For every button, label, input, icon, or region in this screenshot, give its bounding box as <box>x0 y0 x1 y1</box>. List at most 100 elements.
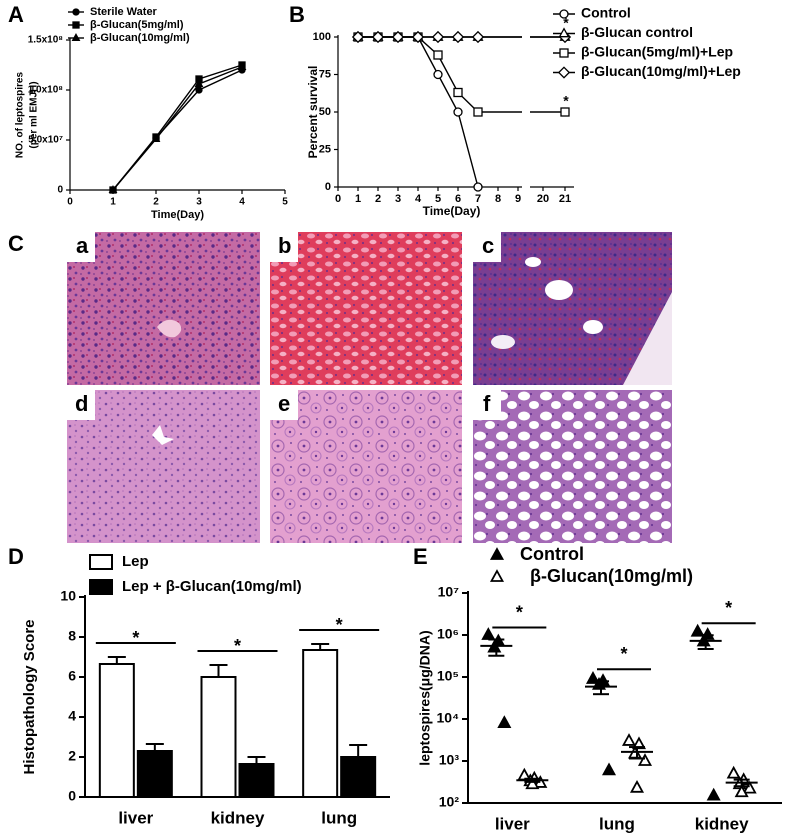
x-tick-label: 4 <box>239 197 245 208</box>
y-tick-label: 10⁶ <box>437 626 459 642</box>
marker <box>690 623 705 637</box>
marker <box>151 134 161 143</box>
y-tick-label: 10⁵ <box>437 668 459 684</box>
y-tick-label: 10³ <box>439 752 460 768</box>
y-tick-label: 25 <box>319 143 331 155</box>
image-label: a <box>76 233 89 258</box>
x-tick-label: lung <box>321 808 357 827</box>
legend-swatch <box>89 554 113 570</box>
image-label: d <box>75 391 88 416</box>
marker <box>433 69 443 80</box>
series-line <box>112 69 243 191</box>
marker <box>431 30 445 44</box>
marker <box>601 762 617 776</box>
y-tick-label: 10⁴ <box>437 710 460 726</box>
image-label: c <box>482 233 494 258</box>
x-tick-label: 2 <box>375 193 381 205</box>
bar <box>200 676 237 798</box>
marker <box>489 569 505 582</box>
x-tick-label: 0 <box>335 193 341 205</box>
x-axis-label: Time(Day) <box>151 209 204 221</box>
legend-label: β-Glucan(5mg/ml)+Lep <box>581 44 733 60</box>
marker <box>557 66 571 79</box>
marker <box>72 21 80 29</box>
y-axis-label: (per ml EMJH) <box>29 81 40 148</box>
marker <box>621 733 637 746</box>
marker <box>453 107 463 117</box>
legend-label: β-Glucan(10mg/ml) <box>530 566 693 586</box>
marker <box>72 8 80 16</box>
legend-label: β-Glucan(10mg/ml)+Lep <box>581 63 741 79</box>
panel-label: C <box>8 231 24 256</box>
y-axis-label: leptospires(μg/DNA) <box>417 630 433 765</box>
micrograph: b <box>270 232 462 385</box>
marker <box>195 86 203 94</box>
micrograph: e <box>270 390 462 543</box>
marker <box>71 33 81 42</box>
image-label: b <box>278 233 291 258</box>
legend-label: Lep + β-Glucan(10mg/ml) <box>122 578 302 595</box>
x-tick-label: 1 <box>355 193 361 205</box>
marker <box>473 107 483 117</box>
x-axis-label: Time(Day) <box>423 204 481 218</box>
legend-label: β-Glucan control <box>581 24 693 40</box>
legend-label: Control <box>520 544 584 564</box>
marker <box>391 30 405 44</box>
x-tick-label: kidney <box>695 814 749 833</box>
marker <box>558 27 570 38</box>
annotation: * <box>563 93 569 109</box>
bar <box>340 756 377 798</box>
panel-label: E <box>413 544 428 569</box>
micrograph: d <box>67 390 260 543</box>
marker <box>559 9 569 19</box>
y-tick-label: 1.5x10⁸ <box>28 35 64 46</box>
y-tick-label: 0 <box>57 185 63 196</box>
annotation: * <box>563 15 569 31</box>
x-tick-label: 9 <box>515 193 521 205</box>
x-tick-label: 20 <box>537 193 549 205</box>
x-tick-label: lung <box>599 814 635 833</box>
marker <box>108 185 118 194</box>
marker <box>433 50 443 60</box>
panel-label: D <box>8 544 24 569</box>
x-tick-label: 4 <box>415 193 422 205</box>
marker <box>489 547 505 560</box>
marker <box>411 30 425 44</box>
x-tick-label: 3 <box>196 197 202 208</box>
bar <box>302 649 339 798</box>
x-tick-label: liver <box>118 808 153 827</box>
marker <box>742 780 757 794</box>
micrograph: c <box>473 232 672 385</box>
y-tick-label: 10 <box>60 588 76 604</box>
x-tick-label: 1 <box>110 197 116 208</box>
y-tick-label: 2 <box>68 748 76 764</box>
y-tick-label: 0 <box>68 788 76 804</box>
image-label: e <box>278 391 290 416</box>
x-tick-label: liver <box>495 814 530 833</box>
marker <box>631 736 647 750</box>
marker <box>629 779 645 793</box>
annotation: * <box>234 636 241 656</box>
bar <box>136 750 173 798</box>
micrograph: f <box>473 390 672 543</box>
marker <box>726 765 741 779</box>
x-tick-label: 5 <box>435 193 441 205</box>
y-tick-label: 100 <box>313 31 331 43</box>
bar <box>98 663 135 798</box>
axis-break <box>522 29 530 186</box>
marker <box>525 776 540 790</box>
marker <box>471 30 485 44</box>
y-axis-label: Histopathology Score <box>21 619 38 774</box>
marker <box>734 784 749 798</box>
y-tick-label: 5.0x10⁷ <box>28 135 63 146</box>
marker <box>637 753 653 766</box>
x-tick-label: 8 <box>495 193 501 205</box>
series-line <box>112 64 243 191</box>
x-tick-label: kidney <box>211 808 265 827</box>
legend-label: β-Glucan(10mg/ml) <box>90 32 190 44</box>
y-tick-label: 75 <box>319 68 331 80</box>
y-tick-label: 50 <box>319 106 331 118</box>
legend-label: Lep <box>122 553 149 570</box>
y-tick-label: 0 <box>325 181 331 193</box>
